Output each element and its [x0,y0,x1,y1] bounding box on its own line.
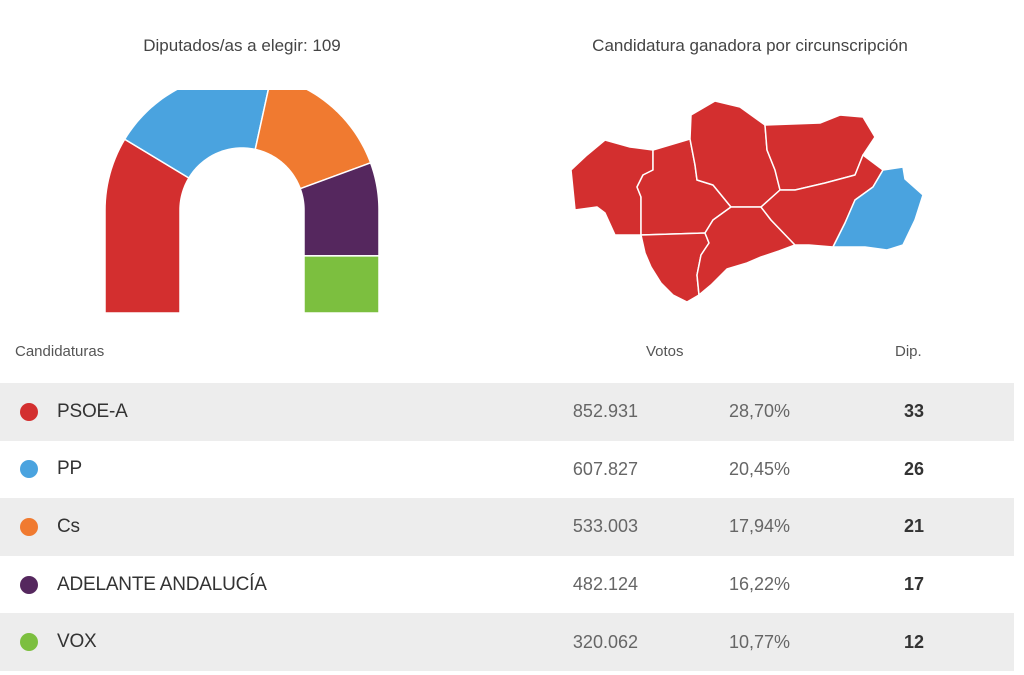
party-name: PSOE-A [57,400,128,422]
party-color-dot [20,575,38,594]
party-seats: 33 [903,401,924,422]
party-votes: 852.931 [572,401,638,422]
party-color-dot [20,633,38,652]
hemicycle-chart [104,90,380,314]
party-votes: 533.003 [572,516,638,537]
andalusia-map [570,100,924,303]
party-name: PP [57,458,82,480]
party-percent: 10,77% [728,631,790,652]
hemicycle-segment-vox [303,255,380,314]
hemicycle-title: Diputados/as a elegir: 109 [143,36,341,55]
table-row: ADELANTE ANDALUCÍA 482.124 16,22% 17 [0,556,1014,614]
party-seats: 26 [903,458,924,479]
results-table: PSOE-A 852.931 28,70% 33 PP 607.827 20,4… [0,383,1014,671]
party-votes: 607.827 [572,458,638,479]
party-seats: 21 [903,516,924,537]
table-row: PSOE-A 852.931 28,70% 33 [0,383,1014,441]
table-row: Cs 533.003 17,94% 21 [0,498,1014,556]
party-name: Cs [57,515,80,537]
map-region-almeria [832,166,924,251]
party-percent: 16,22% [728,574,790,595]
table-row: VOX 320.062 10,77% 12 [0,613,1014,671]
party-name: ADELANTE ANDALUCÍA [57,573,267,595]
party-name: VOX [57,631,97,653]
party-seats: 17 [903,574,924,595]
party-percent: 20,45% [728,458,790,479]
map-title: Candidatura ganadora por circunscripción [592,36,908,55]
party-color-dot [20,402,38,421]
party-percent: 17,94% [728,516,790,537]
party-color-dot [20,460,38,479]
header-votes: Votos [646,343,684,360]
header-seats: Dip. [895,343,922,360]
party-seats: 12 [903,631,924,652]
party-votes: 320.062 [572,631,638,652]
header-candidates: Candidaturas [15,343,105,360]
party-color-dot [20,517,38,536]
table-row: PP 607.827 20,45% 26 [0,441,1014,499]
party-votes: 482.124 [572,574,638,595]
party-percent: 28,70% [728,401,790,422]
